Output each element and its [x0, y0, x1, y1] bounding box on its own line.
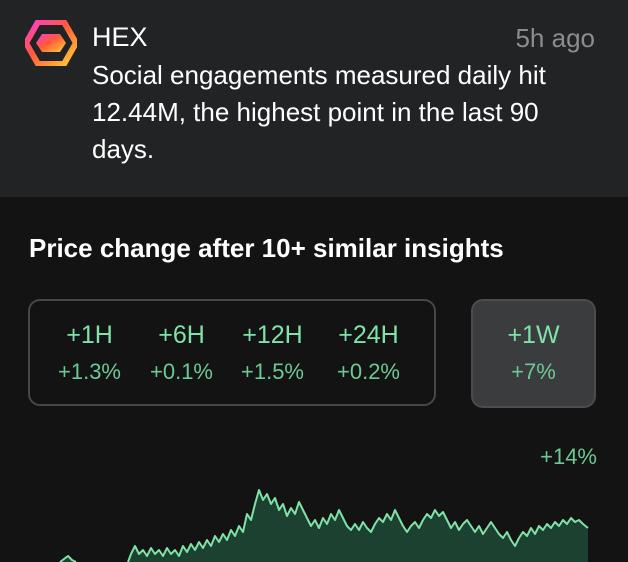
price-chart — [59, 489, 589, 562]
interval-6h[interactable]: +6H +0.1% — [150, 319, 213, 387]
insight-message: Social engagements measured daily hit 12… — [92, 60, 546, 164]
interval-label: +1H — [66, 321, 113, 349]
chart-area — [60, 490, 588, 562]
price-change-title: Price change after 10+ similar insights — [29, 233, 504, 263]
interval-label: +12H — [242, 321, 303, 349]
interval-label: +1W — [507, 321, 560, 349]
interval-stats-box: +1H +1.3% +6H +0.1% +12H +1.5% +24H +0.2… — [28, 299, 436, 406]
hex-logo-icon — [23, 19, 79, 67]
interval-label: +6H — [158, 321, 205, 349]
interval-value: +7% — [511, 359, 556, 384]
chart-line — [59, 489, 589, 562]
interval-1w-selected[interactable]: +1W +7% — [471, 299, 596, 408]
interval-value: +1.3% — [58, 359, 121, 384]
timestamp: 5h ago — [515, 23, 595, 53]
interval-label: +24H — [338, 321, 399, 349]
interval-1h[interactable]: +1H +1.3% — [58, 319, 121, 387]
insight-card[interactable]: HEX 5h ago Social engagements measured d… — [0, 0, 628, 197]
asset-name: HEX — [92, 22, 148, 52]
chart-max-label: +14% — [540, 444, 597, 469]
interval-value: +0.1% — [150, 359, 213, 384]
interval-value: +1.5% — [241, 359, 304, 384]
interval-value: +0.2% — [337, 359, 400, 384]
interval-24h[interactable]: +24H +0.2% — [337, 319, 400, 387]
interval-12h[interactable]: +12H +1.5% — [241, 319, 304, 387]
